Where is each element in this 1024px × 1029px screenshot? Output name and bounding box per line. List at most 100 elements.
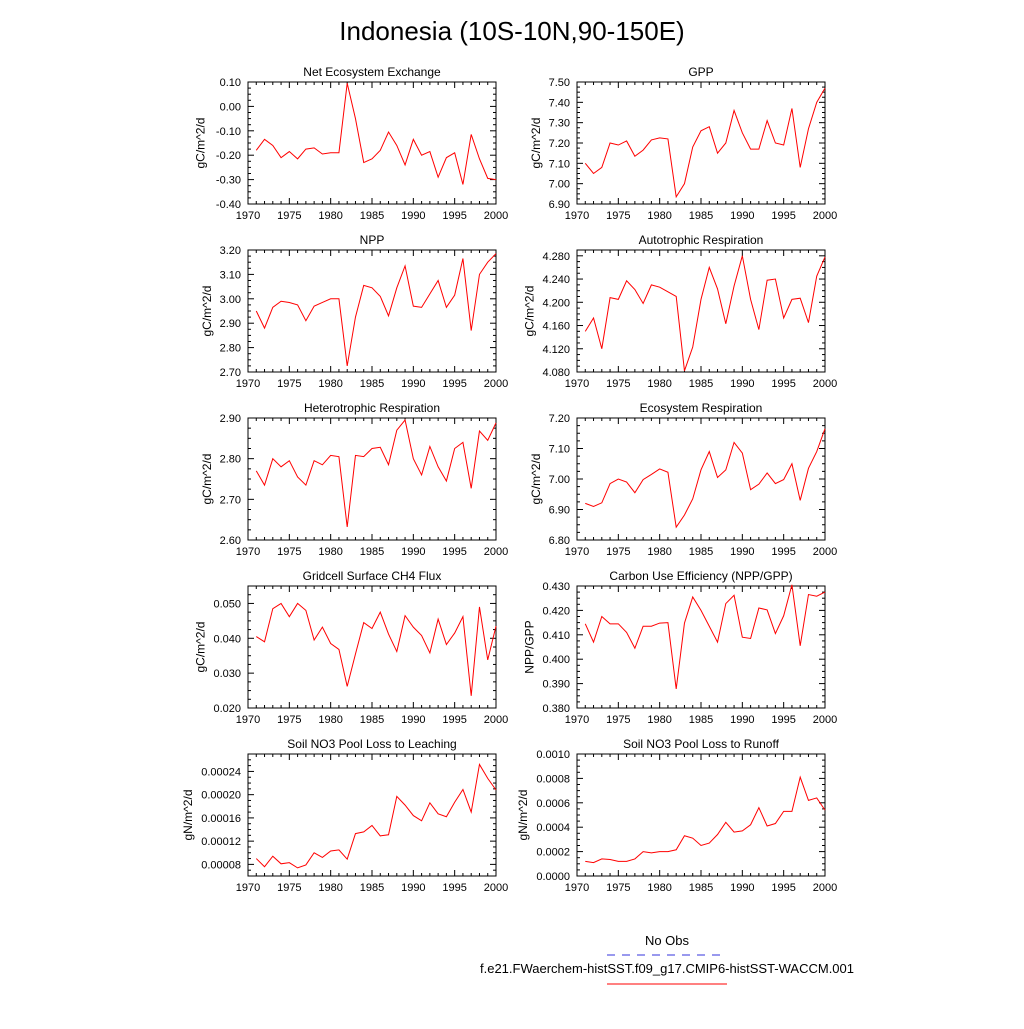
y-tick-label: 0.410 bbox=[542, 630, 570, 642]
y-tick-label: 0.00020 bbox=[201, 790, 241, 802]
y-tick-label: 0.0006 bbox=[536, 798, 570, 810]
x-tick-label: 1975 bbox=[606, 378, 630, 390]
y-tick-label: 0.10 bbox=[220, 77, 241, 89]
y-tick-label: 0.0002 bbox=[536, 847, 570, 859]
y-axis-label: gC/m^2/d bbox=[194, 622, 208, 673]
x-tick-label: 1980 bbox=[318, 546, 342, 558]
x-tick-label: 1975 bbox=[606, 546, 630, 558]
y-tick-label: 0.00008 bbox=[201, 859, 241, 871]
y-tick-label: 0.00012 bbox=[201, 836, 241, 848]
panel-5: Heterotrophic Respiration 1970 1975 1980 198… bbox=[200, 401, 508, 558]
x-tick-label: 1985 bbox=[360, 714, 384, 726]
x-tick-label: 2000 bbox=[813, 546, 837, 558]
x-tick-label: 1990 bbox=[401, 546, 425, 558]
y-tick-label: 3.10 bbox=[220, 269, 241, 281]
x-tick-label: 1970 bbox=[236, 378, 260, 390]
y-tick-label: 7.40 bbox=[549, 97, 570, 109]
x-tick-label: 1985 bbox=[689, 378, 713, 390]
x-tick-label: 1980 bbox=[647, 882, 671, 894]
x-tick-label: 1995 bbox=[771, 210, 795, 222]
y-tick-label: 6.90 bbox=[549, 199, 570, 211]
series-line bbox=[255, 418, 497, 528]
panel-2: GPP 1970 1975 1980 1985 1990 1995 2000 6.90 7.00 7… bbox=[529, 65, 837, 222]
y-axis-label: gC/m^2/d bbox=[200, 286, 214, 337]
panel-6: Ecosystem Respiration 1970 1975 1980 1985 199… bbox=[529, 401, 837, 558]
x-tick-label: 1980 bbox=[647, 714, 671, 726]
y-tick-label: 2.90 bbox=[220, 413, 241, 425]
plot-frame bbox=[576, 417, 826, 541]
y-tick-label: 0.050 bbox=[213, 598, 241, 610]
x-tick-label: 1985 bbox=[360, 378, 384, 390]
panel-title: NPP bbox=[360, 233, 385, 247]
legend-label-model-run: f.e21.FWaerchem-histSST.f09_g17.CMIP6-hi… bbox=[480, 961, 854, 976]
x-tick-label: 1990 bbox=[730, 546, 754, 558]
x-tick-label: 1985 bbox=[689, 546, 713, 558]
plot-frame bbox=[576, 81, 826, 205]
panel-title: Autotrophic Respiration bbox=[639, 233, 764, 247]
y-tick-label: -0.20 bbox=[216, 150, 241, 162]
x-tick-label: 1990 bbox=[401, 714, 425, 726]
panel-title: Carbon Use Efficiency (NPP/GPP) bbox=[609, 569, 792, 583]
plot-frame bbox=[247, 81, 497, 205]
x-tick-label: 2000 bbox=[484, 882, 508, 894]
panel-3: NPP 1970 1975 1980 1985 1990 1995 2000 2.70 2.80 2… bbox=[200, 233, 508, 390]
x-tick-label: 1975 bbox=[277, 546, 301, 558]
x-tick-label: 1990 bbox=[730, 714, 754, 726]
x-tick-label: 1990 bbox=[401, 210, 425, 222]
x-tick-label: 1970 bbox=[236, 714, 260, 726]
panel-10: Soil NO3 Pool Loss to Runoff 1970 1975 1980… bbox=[516, 737, 837, 894]
panel-9: Soil NO3 Pool Loss to Leaching 1970 1975 19… bbox=[181, 737, 508, 894]
series-line bbox=[256, 602, 497, 696]
y-tick-label: -0.30 bbox=[216, 175, 241, 187]
plot-frame bbox=[576, 585, 826, 709]
y-tick-label: 2.80 bbox=[220, 454, 241, 466]
x-tick-label: 1995 bbox=[442, 882, 466, 894]
x-tick-label: 1975 bbox=[606, 882, 630, 894]
plot-frame bbox=[247, 753, 497, 877]
series-line bbox=[255, 83, 497, 185]
figure-title: Indonesia (10S-10N,90-150E) bbox=[339, 16, 684, 46]
x-tick-label: 1970 bbox=[565, 714, 589, 726]
panel-7: Gridcell Surface CH4 Flux 1970 1975 1980 198… bbox=[194, 569, 509, 726]
x-tick-label: 1995 bbox=[442, 714, 466, 726]
x-tick-label: 1980 bbox=[318, 210, 342, 222]
y-axis-label: gC/m^2/d bbox=[200, 454, 214, 505]
series-line bbox=[255, 253, 497, 366]
y-tick-label: 4.120 bbox=[542, 344, 570, 356]
x-tick-label: 1975 bbox=[606, 714, 630, 726]
panel-8: Carbon Use Efficiency (NPP/GPP) 1970 1975 1… bbox=[523, 569, 838, 726]
x-tick-label: 1995 bbox=[771, 882, 795, 894]
x-tick-label: 1985 bbox=[360, 546, 384, 558]
x-tick-label: 1995 bbox=[771, 714, 795, 726]
y-axis-label: gN/m^2/d bbox=[181, 790, 195, 841]
x-tick-label: 1995 bbox=[771, 546, 795, 558]
panel-4: Autotrophic Respiration 1970 1975 1980 1985 1… bbox=[523, 233, 838, 390]
series-line bbox=[584, 255, 826, 372]
x-tick-label: 1975 bbox=[606, 210, 630, 222]
y-tick-label: 6.90 bbox=[549, 505, 570, 517]
y-tick-label: 7.00 bbox=[549, 179, 570, 191]
series-line bbox=[585, 428, 826, 529]
x-tick-label: 1995 bbox=[442, 378, 466, 390]
x-tick-label: 2000 bbox=[813, 714, 837, 726]
plot-frame bbox=[247, 417, 497, 541]
y-tick-label: 0.040 bbox=[213, 633, 241, 645]
panel-title: GPP bbox=[688, 65, 713, 79]
y-tick-label: 0.030 bbox=[213, 668, 241, 680]
x-tick-label: 2000 bbox=[484, 210, 508, 222]
legend: No Obs f.e21.FWaerchem-histSST.f09_g17.C… bbox=[480, 933, 854, 985]
y-tick-label: 4.240 bbox=[542, 274, 570, 286]
panel-title: Gridcell Surface CH4 Flux bbox=[303, 569, 442, 583]
x-tick-label: 2000 bbox=[813, 882, 837, 894]
y-tick-label: 0.430 bbox=[542, 581, 570, 593]
panel-title: Soil NO3 Pool Loss to Leaching bbox=[287, 737, 456, 751]
y-tick-label: 0.00 bbox=[220, 101, 241, 113]
plot-frame bbox=[576, 753, 826, 877]
x-tick-label: 1995 bbox=[771, 378, 795, 390]
panel-1: Net Ecosystem Exchange 1970 1975 1980 1985 19… bbox=[194, 65, 509, 222]
y-tick-label: 7.20 bbox=[549, 413, 570, 425]
x-tick-label: 1980 bbox=[318, 714, 342, 726]
y-tick-label: 2.70 bbox=[220, 494, 241, 506]
y-tick-label: 3.20 bbox=[220, 245, 241, 257]
